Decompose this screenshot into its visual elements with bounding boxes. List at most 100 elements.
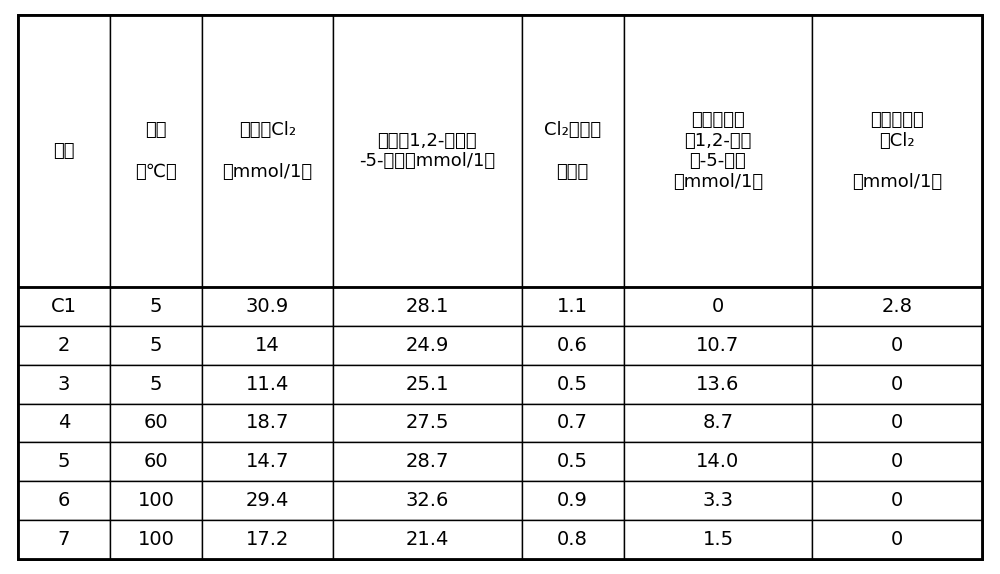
Bar: [624, 364, 812, 404]
Text: 5: 5: [150, 336, 162, 355]
Text: 14: 14: [255, 336, 280, 355]
Text: 10.7: 10.7: [696, 336, 740, 355]
Text: 加入的Cl₂

（mmol/1）: 加入的Cl₂ （mmol/1）: [222, 121, 313, 181]
Text: 3: 3: [58, 375, 70, 394]
Bar: [18, 404, 110, 443]
Bar: [333, 404, 522, 443]
Bar: [333, 520, 522, 559]
Bar: [18, 364, 110, 404]
Bar: [110, 287, 202, 326]
Text: 21.4: 21.4: [406, 530, 449, 549]
Bar: [333, 15, 522, 287]
Bar: [624, 287, 812, 326]
Text: 反应后残留
的1,2-环氧
基-5-己烯
（mmol/1）: 反应后残留 的1,2-环氧 基-5-己烯 （mmol/1）: [673, 111, 763, 191]
Bar: [812, 520, 982, 559]
Text: C1: C1: [51, 297, 77, 316]
Bar: [333, 443, 522, 481]
Text: 0.9: 0.9: [557, 491, 588, 510]
Text: 温度

（℃）: 温度 （℃）: [135, 121, 177, 181]
Bar: [812, 15, 982, 287]
Text: 加入的1,2-环氧基
-5-己烯（mmol/1）: 加入的1,2-环氧基 -5-己烯（mmol/1）: [359, 131, 495, 170]
Text: 6: 6: [58, 491, 70, 510]
Bar: [522, 443, 624, 481]
Bar: [522, 364, 624, 404]
Text: 60: 60: [144, 452, 168, 471]
Bar: [18, 287, 110, 326]
Bar: [812, 404, 982, 443]
Bar: [812, 443, 982, 481]
Bar: [333, 326, 522, 364]
Text: 0: 0: [891, 491, 903, 510]
Text: 100: 100: [138, 491, 174, 510]
Text: Cl₂的摩尔

比（）: Cl₂的摩尔 比（）: [544, 121, 601, 181]
Bar: [624, 404, 812, 443]
Text: 0.5: 0.5: [557, 452, 588, 471]
Text: 13.6: 13.6: [696, 375, 740, 394]
Text: 1.5: 1.5: [702, 530, 734, 549]
Bar: [110, 326, 202, 364]
Text: 0: 0: [891, 413, 903, 432]
Bar: [202, 287, 333, 326]
Text: 18.7: 18.7: [246, 413, 289, 432]
Bar: [333, 287, 522, 326]
Text: 17.2: 17.2: [246, 530, 289, 549]
Bar: [812, 326, 982, 364]
Bar: [202, 364, 333, 404]
Bar: [812, 287, 982, 326]
Bar: [110, 404, 202, 443]
Text: 5: 5: [150, 297, 162, 316]
Bar: [812, 364, 982, 404]
Bar: [522, 326, 624, 364]
Bar: [522, 287, 624, 326]
Text: 0.7: 0.7: [557, 413, 588, 432]
Text: 0.6: 0.6: [557, 336, 588, 355]
Bar: [522, 404, 624, 443]
Bar: [18, 15, 110, 287]
Bar: [110, 520, 202, 559]
Bar: [624, 326, 812, 364]
Bar: [522, 481, 624, 520]
Text: 32.6: 32.6: [406, 491, 449, 510]
Bar: [202, 326, 333, 364]
Text: 28.7: 28.7: [406, 452, 449, 471]
Text: 3.3: 3.3: [702, 491, 733, 510]
Text: 11.4: 11.4: [246, 375, 289, 394]
Text: 1.1: 1.1: [557, 297, 588, 316]
Bar: [202, 481, 333, 520]
Bar: [333, 364, 522, 404]
Bar: [110, 15, 202, 287]
Text: 2.8: 2.8: [882, 297, 913, 316]
Bar: [18, 326, 110, 364]
Bar: [18, 520, 110, 559]
Bar: [812, 481, 982, 520]
Text: 0.8: 0.8: [557, 530, 588, 549]
Text: 8.7: 8.7: [702, 413, 733, 432]
Text: 5: 5: [58, 452, 70, 471]
Text: 条目: 条目: [53, 142, 75, 160]
Text: 28.1: 28.1: [406, 297, 449, 316]
Bar: [202, 15, 333, 287]
Text: 0: 0: [891, 336, 903, 355]
Text: 14.0: 14.0: [696, 452, 740, 471]
Text: 反应后残留
的Cl₂

（mmol/1）: 反应后残留 的Cl₂ （mmol/1）: [852, 111, 942, 191]
Text: 60: 60: [144, 413, 168, 432]
Bar: [202, 520, 333, 559]
Text: 25.1: 25.1: [406, 375, 449, 394]
Text: 7: 7: [58, 530, 70, 549]
Text: 0.5: 0.5: [557, 375, 588, 394]
Bar: [333, 481, 522, 520]
Bar: [624, 443, 812, 481]
Text: 29.4: 29.4: [246, 491, 289, 510]
Text: 14.7: 14.7: [246, 452, 289, 471]
Text: 24.9: 24.9: [406, 336, 449, 355]
Text: 100: 100: [138, 530, 174, 549]
Bar: [18, 443, 110, 481]
Bar: [522, 520, 624, 559]
Text: 0: 0: [712, 297, 724, 316]
Bar: [110, 481, 202, 520]
Text: 5: 5: [150, 375, 162, 394]
Bar: [624, 520, 812, 559]
Bar: [110, 443, 202, 481]
Text: 4: 4: [58, 413, 70, 432]
Bar: [202, 443, 333, 481]
